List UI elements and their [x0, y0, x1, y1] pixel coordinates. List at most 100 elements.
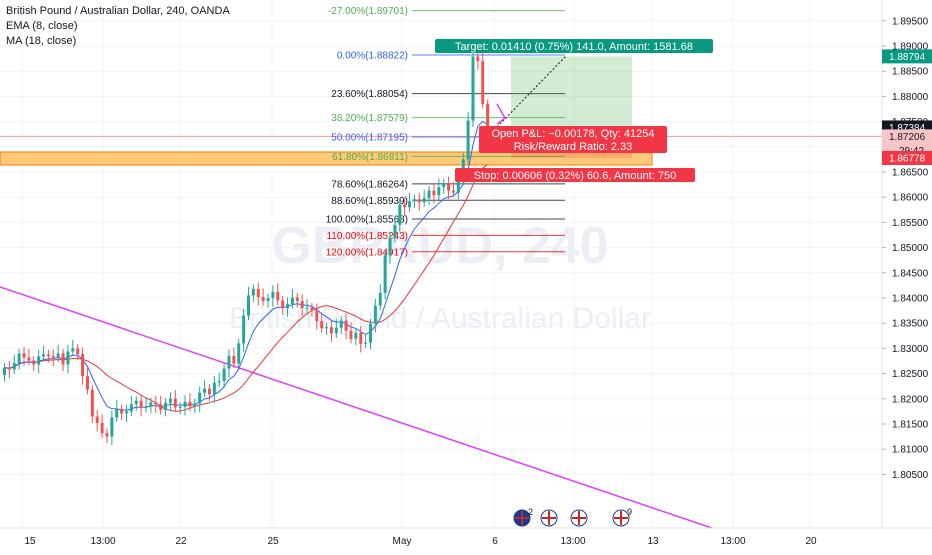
ma-indicator-label[interactable]: MA (18, close): [6, 35, 77, 47]
event-count: 2: [528, 507, 533, 517]
price-tick-label: 1.86000: [892, 193, 929, 204]
candle: [168, 392, 172, 412]
candle-body: [212, 382, 216, 395]
candle-body: [120, 408, 124, 414]
candle: [56, 344, 60, 363]
candle-body: [32, 360, 36, 365]
ema-indicator-label[interactable]: EMA (8, close): [6, 20, 78, 32]
candle-body: [217, 381, 221, 383]
candle: [471, 52, 475, 128]
candle: [81, 347, 85, 385]
au-flag-icon[interactable]: 2: [513, 507, 533, 527]
price-tick-label: 1.80500: [892, 470, 929, 481]
candle-body: [168, 398, 172, 403]
symbol-title[interactable]: British Pound / Australian Dollar, 240, …: [6, 5, 230, 17]
projection-line: [496, 55, 567, 128]
candle: [232, 347, 236, 369]
price-tick-label: 1.88000: [892, 92, 929, 103]
candle: [417, 192, 421, 211]
trendline[interactable]: [0, 286, 713, 529]
candle: [178, 402, 182, 414]
price-tick-label: 1.83000: [892, 344, 929, 355]
candle-body: [149, 402, 153, 407]
fib-level-label: 88.60%(1.85939): [331, 196, 408, 207]
candle-body: [90, 389, 94, 417]
candle: [364, 334, 368, 349]
candle: [183, 395, 187, 416]
target-zone[interactable]: [511, 56, 632, 137]
fibonacci-retracement[interactable]: -27.00%(1.89701) 0.00%(1.88822) 23.60%(1.8…: [326, 6, 565, 258]
candle-body: [364, 342, 368, 344]
time-axis[interactable]: 15 13:00 22 25 May 6 13:00 13 13:00 20: [24, 536, 817, 547]
candle: [164, 398, 168, 417]
uk-flag-icon[interactable]: [540, 509, 558, 527]
price-tick-label: 1.81500: [892, 420, 929, 431]
candle-body: [222, 368, 226, 382]
candle-body: [251, 288, 255, 296]
candle: [315, 303, 319, 330]
candle-body: [344, 320, 348, 331]
candle: [442, 178, 446, 194]
candle-body: [188, 401, 192, 407]
candle: [398, 200, 402, 232]
descending-trendline[interactable]: [0, 286, 713, 529]
candle-body: [398, 204, 402, 225]
candle-body: [329, 327, 333, 334]
uk-flag-icon[interactable]: [570, 509, 588, 527]
candle-body: [100, 422, 104, 434]
candle: [427, 186, 431, 205]
candle-body: [22, 353, 26, 358]
price-tick-label: 1.88500: [892, 67, 929, 78]
candle-body: [46, 354, 50, 356]
candle: [227, 349, 231, 378]
time-tick-label: 22: [175, 536, 187, 547]
candle-body: [27, 357, 31, 361]
candle-body: [388, 238, 392, 256]
candle: [203, 380, 207, 398]
candle-body: [286, 304, 290, 309]
stop-label-box: [455, 168, 695, 182]
candle: [320, 312, 324, 333]
candle: [378, 284, 382, 311]
candle: [359, 326, 363, 353]
candle-body: [42, 354, 46, 357]
candle-body: [237, 343, 241, 364]
time-tick-label: 6: [492, 536, 498, 547]
stop-price-label: 1.86778: [889, 153, 926, 164]
candle: [373, 299, 377, 333]
candle: [325, 322, 329, 335]
candle-body: [178, 406, 182, 408]
candle: [159, 395, 163, 415]
candle-body: [456, 175, 460, 193]
candle-body: [193, 403, 197, 407]
candle-body: [256, 288, 260, 297]
candle-body: [339, 320, 343, 328]
candle: [120, 404, 124, 420]
candle-body: [261, 296, 265, 302]
price-tick-label: 1.82000: [892, 394, 929, 405]
candle: [222, 364, 226, 388]
watermark-name: British Pound / Australian Dollar: [229, 302, 651, 335]
candle: [369, 319, 372, 350]
candle-body: [417, 199, 421, 203]
candle-body: [3, 367, 6, 376]
candle-body: [310, 307, 314, 311]
candle: [310, 303, 314, 317]
candle-body: [393, 224, 397, 239]
uk-flag-icon[interactable]: 9: [612, 507, 632, 527]
candle-body: [427, 190, 431, 199]
candle: [193, 398, 197, 413]
candle: [212, 376, 216, 403]
candle: [286, 297, 290, 317]
target-label: Target: 0.01410 (0.75%) 141.0, Amount: 1…: [455, 41, 693, 53]
candle: [276, 283, 280, 306]
price-tick-label: 1.84500: [892, 268, 929, 279]
candle-body: [173, 398, 177, 408]
candle: [27, 348, 31, 366]
price-tick-label: 1.85000: [892, 243, 929, 254]
candle-body: [183, 401, 187, 407]
